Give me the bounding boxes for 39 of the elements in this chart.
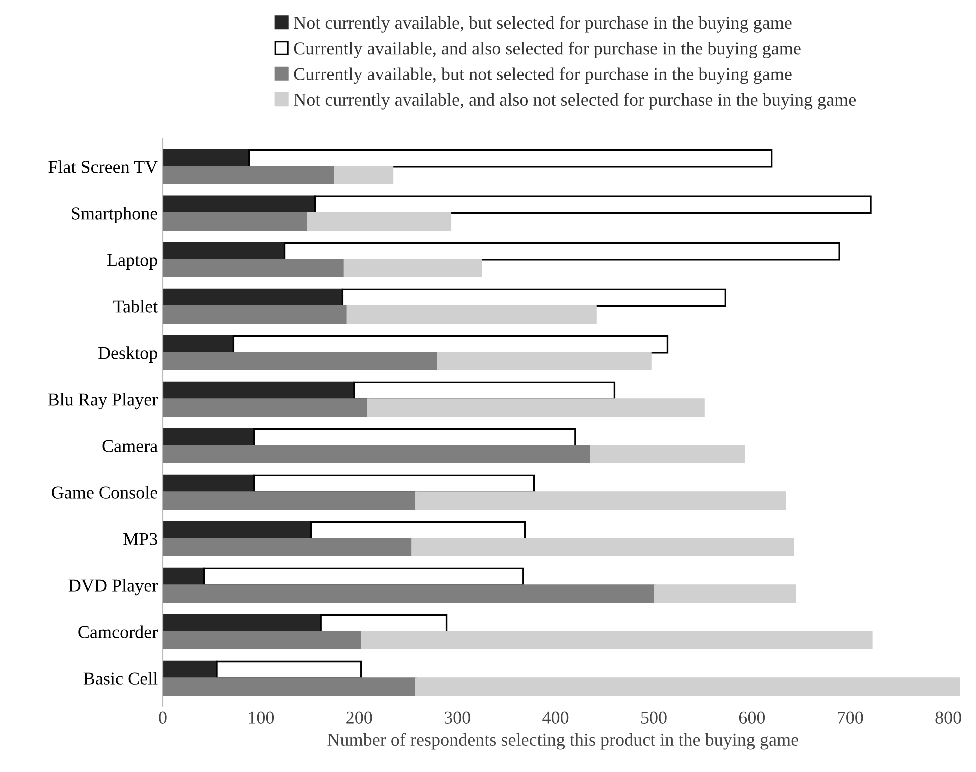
x-axis-title: Number of respondents selecting this product in the buying game <box>328 733 798 750</box>
y-tick-label: Tablet <box>114 300 158 313</box>
legend-label: Not currently available, and also not selected for purchase in the buying game <box>294 93 856 110</box>
x-tick-label: 600 <box>739 712 766 724</box>
y-tick-label: Camera <box>102 440 158 452</box>
y-tick-label: MP3 <box>124 533 158 546</box>
x-tick-label: 300 <box>444 712 470 724</box>
x-tick-label: 500 <box>641 712 667 724</box>
bar <box>416 678 960 696</box>
x-tick-label: 0 <box>159 712 167 724</box>
bar <box>232 335 669 354</box>
legend-label: Currently available, and also selected for purchase in the buying game <box>294 42 801 58</box>
x-tick-label: 800 <box>936 712 962 724</box>
bar <box>248 149 773 168</box>
x-tick-label: 100 <box>249 712 274 724</box>
y-tick-label: Laptop <box>108 254 158 270</box>
legend-label: Not currently available, but selected for purchase in the buying game <box>294 16 792 33</box>
y-tick-label: Blu Ray Player <box>48 393 158 410</box>
y-tick-label: Flat Screen TV <box>48 160 158 174</box>
bar <box>362 631 873 650</box>
bar <box>334 166 394 184</box>
y-tick-label: Camcorder <box>78 626 158 638</box>
bar <box>314 196 872 214</box>
bar <box>344 259 482 278</box>
bar <box>284 242 840 261</box>
y-tick-label: Game Console <box>52 486 158 499</box>
y-tick-label: DVD Player <box>68 579 158 596</box>
bar <box>590 445 746 464</box>
bar <box>412 538 794 557</box>
x-tick-label: 200 <box>346 712 372 724</box>
bar <box>416 492 786 510</box>
y-tick-label: Basic Cell <box>84 672 158 685</box>
x-tick-label: 400 <box>542 712 569 724</box>
bar <box>307 212 452 231</box>
bar <box>654 584 796 604</box>
y-tick-label: Desktop <box>98 346 158 364</box>
x-tick-label: 700 <box>838 712 864 724</box>
legend-label: Currently available, but not selected for purchase in the buying game <box>294 68 792 84</box>
y-tick-label: Smartphone <box>72 207 158 224</box>
